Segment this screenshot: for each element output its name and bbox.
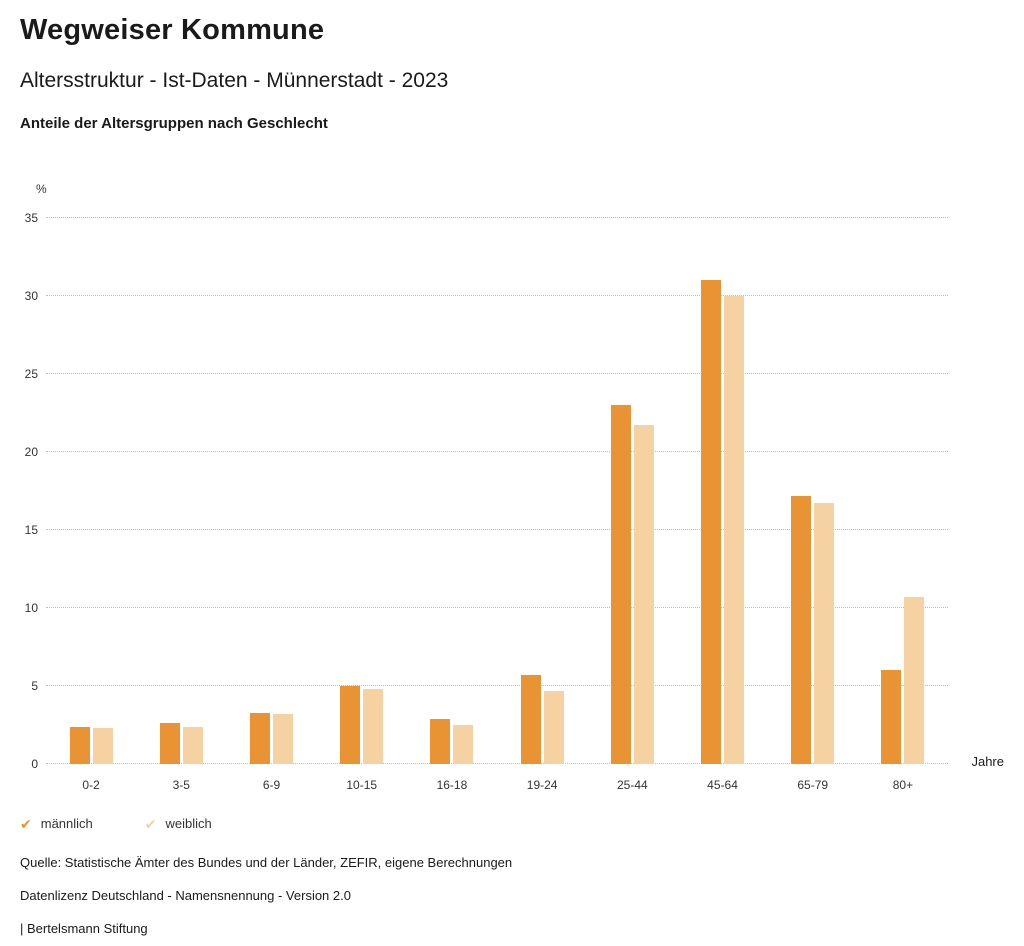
y-tick-label-20: 20 xyxy=(24,445,38,460)
bar-männlich-6-9[interactable] xyxy=(250,712,270,764)
bar-männlich-10-15[interactable] xyxy=(340,686,361,764)
y-axis-tick-labels: 0 5 10 15 20 25 30 35 xyxy=(20,211,38,771)
bar-männlich-80+[interactable] xyxy=(881,670,902,764)
gridline-30 xyxy=(46,295,948,296)
y-tick-label-25: 25 xyxy=(24,367,38,381)
bar-männlich-16-18[interactable] xyxy=(430,718,451,764)
bar-group-3-5 xyxy=(136,218,226,764)
bar-group-0-2 xyxy=(46,218,136,764)
gridlines xyxy=(46,217,948,764)
y-tick-label-35: 35 xyxy=(24,211,38,225)
source-text: Quelle: Statistische Ämter des Bundes un… xyxy=(20,855,513,870)
footer: Quelle: Statistische Ämter des Bundes un… xyxy=(20,855,1004,936)
x-tick-label-80+: 80+ xyxy=(892,778,914,792)
bar-weiblich-19-24[interactable] xyxy=(543,690,564,764)
gridline-25 xyxy=(46,373,948,374)
attribution-text: | Bertelsmann Stiftung xyxy=(20,921,148,936)
x-tick-label-0-2: 0-2 xyxy=(82,778,100,792)
bar-group-65-79 xyxy=(768,218,858,764)
bar-weiblich-80+[interactable] xyxy=(904,597,925,764)
x-axis-tick-labels: 0-2 3-5 6-9 10-15 16-18 19-24 25-44 45-64 65-79 8… xyxy=(46,778,948,792)
gridline-20 xyxy=(46,451,948,452)
bar-weiblich-6-9[interactable] xyxy=(273,714,293,764)
chart-title: Altersstruktur - Ist-Daten - Münnerstadt… xyxy=(20,69,449,92)
bar-weiblich-3-5[interactable] xyxy=(182,726,203,764)
x-tick-label-25-44: 25-44 xyxy=(616,778,648,792)
x-tick-label-19-24: 19-24 xyxy=(526,778,558,792)
x-axis-unit-label: Jahre xyxy=(971,754,1004,769)
gridline-10 xyxy=(46,607,948,608)
bar-group-19-24 xyxy=(497,218,587,764)
bar-weiblich-25-44[interactable] xyxy=(633,425,654,764)
bar-group-25-44 xyxy=(587,218,677,764)
bar-männlich-65-79[interactable] xyxy=(791,495,812,764)
chart-subtitle: Anteile der Altersgruppen nach Geschlech… xyxy=(20,115,328,132)
bar-weiblich-45-64[interactable] xyxy=(724,296,745,764)
y-tick-label-10: 10 xyxy=(24,601,38,616)
y-tick-label-5: 5 xyxy=(31,679,38,694)
x-tick-label-10-15: 10-15 xyxy=(346,778,378,792)
brand-title: Wegweiser Kommune xyxy=(20,14,325,46)
bars-container xyxy=(46,218,948,764)
bar-männlich-3-5[interactable] xyxy=(159,723,180,764)
page-header: Wegweiser Kommune Altersstruktur - Ist-D… xyxy=(0,0,1024,132)
gridline-15 xyxy=(46,529,948,530)
gridline-35 xyxy=(46,217,948,218)
plot-area xyxy=(46,217,948,764)
legend-label-weiblich: weiblich xyxy=(165,816,212,831)
y-tick-label-15: 15 xyxy=(24,523,38,537)
bar-group-80+ xyxy=(858,218,948,764)
bar-group-10-15 xyxy=(317,218,407,764)
legend-item-weiblich[interactable]: ✔ weiblich xyxy=(145,816,212,831)
gridline-5 xyxy=(46,685,948,686)
y-tick-label-30: 30 xyxy=(24,289,38,303)
chart-area: % 0 5 10 15 20 25 30 35 0-2 3-5 6-9 10-15 16-18 19-2… xyxy=(20,182,1004,802)
bar-männlich-0-2[interactable] xyxy=(69,726,90,764)
gridline-0 xyxy=(46,763,948,764)
chart-legend: ✔ männlich ✔ weiblich xyxy=(20,816,1004,831)
check-icon: ✔ xyxy=(144,815,157,832)
bar-männlich-45-64[interactable] xyxy=(701,280,722,764)
bar-weiblich-10-15[interactable] xyxy=(363,689,384,764)
license-text: Datenlizenz Deutschland - Namensnennung … xyxy=(20,888,351,903)
x-tick-label-16-18: 16-18 xyxy=(436,778,468,792)
x-tick-label-45-64: 45-64 xyxy=(707,778,738,792)
bar-männlich-25-44[interactable] xyxy=(610,405,631,764)
bar-weiblich-65-79[interactable] xyxy=(814,503,835,764)
legend-item-maennlich[interactable]: ✔ männlich xyxy=(20,816,93,831)
bar-weiblich-0-2[interactable] xyxy=(92,728,113,764)
x-tick-label-65-79: 65-79 xyxy=(797,778,829,792)
check-icon: ✔ xyxy=(20,815,32,832)
bar-group-45-64 xyxy=(677,218,767,764)
bar-weiblich-16-18[interactable] xyxy=(453,725,474,764)
x-tick-label-6-9: 6-9 xyxy=(262,778,281,792)
legend-label-maennlich: männlich xyxy=(40,816,93,831)
bar-group-6-9 xyxy=(226,218,316,764)
x-tick-label-3-5: 3-5 xyxy=(172,778,190,792)
bar-männlich-19-24[interactable] xyxy=(520,675,541,764)
bar-group-16-18 xyxy=(407,218,497,764)
y-axis-unit-label: % xyxy=(36,182,47,196)
y-tick-label-0: 0 xyxy=(31,757,38,771)
